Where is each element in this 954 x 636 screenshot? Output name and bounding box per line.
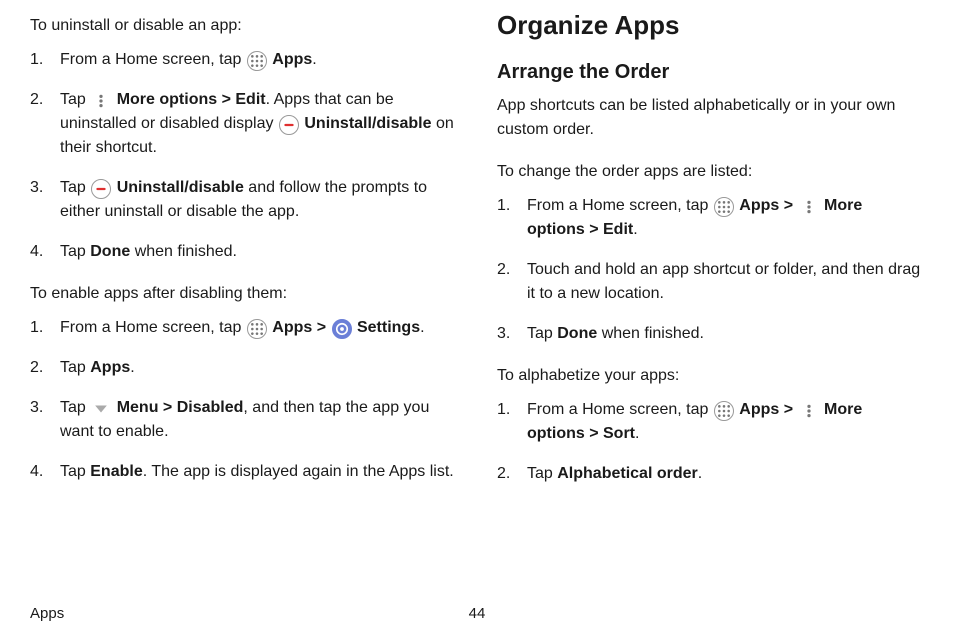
apps-grid-icon xyxy=(247,319,267,339)
text: From a Home screen, tap xyxy=(527,197,713,214)
text: > xyxy=(312,319,330,336)
edit-label: Edit xyxy=(235,91,265,108)
page-footer: Apps 44 xyxy=(30,605,924,622)
sort-label: Sort xyxy=(603,425,635,442)
apps-label: Apps xyxy=(272,319,312,336)
uninstall-intro: To uninstall or disable an app: xyxy=(30,14,457,38)
text: and follow the prompts to either uninsta… xyxy=(60,179,427,220)
text: Tap xyxy=(60,243,90,260)
enable-intro: To enable apps after disabling them: xyxy=(30,282,457,306)
uninstall-label: Uninstall/disable xyxy=(304,115,431,132)
left-column: To uninstall or disable an app: From a H… xyxy=(30,8,457,504)
text: Tap xyxy=(527,325,557,342)
apps-label: Apps xyxy=(739,401,779,418)
settings-label: Settings xyxy=(357,319,420,336)
enable-label: Enable xyxy=(90,463,142,480)
arrange-order-heading: Arrange the Order xyxy=(497,61,924,84)
change-order-steps: From a Home screen, tap Apps > More opti… xyxy=(497,194,924,346)
list-item: Tap Apps. xyxy=(30,356,457,380)
text: . xyxy=(698,465,702,482)
menu-dropdown-icon xyxy=(91,399,111,419)
text: Tap xyxy=(60,179,90,196)
menu-label: Menu xyxy=(117,399,159,416)
content-columns: To uninstall or disable an app: From a H… xyxy=(30,8,924,504)
text: . xyxy=(312,51,316,68)
text: > xyxy=(585,425,603,442)
uninstall-icon xyxy=(279,115,299,135)
alphabetize-intro: To alphabetize your apps: xyxy=(497,364,924,388)
text: when finished. xyxy=(130,243,237,260)
text: . xyxy=(633,221,637,238)
organize-apps-heading: Organize Apps xyxy=(497,10,924,41)
done-label: Done xyxy=(90,243,130,260)
text: , and then tap the app you want to enabl… xyxy=(60,399,429,440)
text: Tap xyxy=(60,399,90,416)
text: > xyxy=(779,401,797,418)
text: . xyxy=(420,319,424,336)
more-options-label: More options xyxy=(117,91,217,108)
settings-icon xyxy=(332,319,352,339)
more-options-icon xyxy=(799,197,819,217)
more-options-icon xyxy=(799,401,819,421)
list-item: From a Home screen, tap Apps > More opti… xyxy=(497,398,924,446)
apps-label: Apps xyxy=(739,197,779,214)
right-column: Organize Apps Arrange the Order App shor… xyxy=(497,8,924,504)
text: > xyxy=(779,197,797,214)
text: . xyxy=(130,359,134,376)
apps-grid-icon xyxy=(247,51,267,71)
list-item: Tap Uninstall/disable and follow the pro… xyxy=(30,176,457,224)
list-item: From a Home screen, tap Apps > Settings. xyxy=(30,316,457,340)
apps-label: Apps xyxy=(272,51,312,68)
disabled-label: Disabled xyxy=(177,399,244,416)
footer-page-number: 44 xyxy=(469,605,486,622)
text: Tap xyxy=(60,359,90,376)
list-item: Touch and hold an app shortcut or folder… xyxy=(497,258,924,306)
done-label: Done xyxy=(557,325,597,342)
more-options-icon xyxy=(91,91,111,111)
list-item: Tap Alphabetical order. xyxy=(497,462,924,486)
text: Tap xyxy=(60,463,90,480)
uninstall-icon xyxy=(91,179,111,199)
list-item: Tap Enable. The app is displayed again i… xyxy=(30,460,457,484)
text: Tap xyxy=(60,91,90,108)
apps-grid-icon xyxy=(714,401,734,421)
text: when finished. xyxy=(597,325,704,342)
enable-steps: From a Home screen, tap Apps > Settings.… xyxy=(30,316,457,484)
text: . xyxy=(635,425,639,442)
list-item: Tap Menu > Disabled, and then tap the ap… xyxy=(30,396,457,444)
arrange-description: App shortcuts can be listed alphabetical… xyxy=(497,94,924,142)
apps-grid-icon xyxy=(714,197,734,217)
list-item: From a Home screen, tap Apps > More opti… xyxy=(497,194,924,242)
text: . The app is displayed again in the Apps… xyxy=(143,463,454,480)
list-item: From a Home screen, tap Apps. xyxy=(30,48,457,72)
apps-label: Apps xyxy=(90,359,130,376)
edit-label: Edit xyxy=(603,221,633,238)
list-item: Tap Done when finished. xyxy=(497,322,924,346)
text: > xyxy=(158,399,176,416)
text: From a Home screen, tap xyxy=(60,319,246,336)
change-order-intro: To change the order apps are listed: xyxy=(497,160,924,184)
text: From a Home screen, tap xyxy=(527,401,713,418)
list-item: Tap More options > Edit. Apps that can b… xyxy=(30,88,457,160)
text: Tap xyxy=(527,465,557,482)
list-item: Tap Done when finished. xyxy=(30,240,457,264)
uninstall-label: Uninstall/disable xyxy=(117,179,244,196)
footer-section: Apps xyxy=(30,605,64,622)
text: From a Home screen, tap xyxy=(60,51,246,68)
uninstall-steps: From a Home screen, tap Apps. Tap More o… xyxy=(30,48,457,264)
text: > xyxy=(585,221,603,238)
text: > xyxy=(217,91,235,108)
alphabetical-label: Alphabetical order xyxy=(557,465,697,482)
alphabetize-steps: From a Home screen, tap Apps > More opti… xyxy=(497,398,924,486)
